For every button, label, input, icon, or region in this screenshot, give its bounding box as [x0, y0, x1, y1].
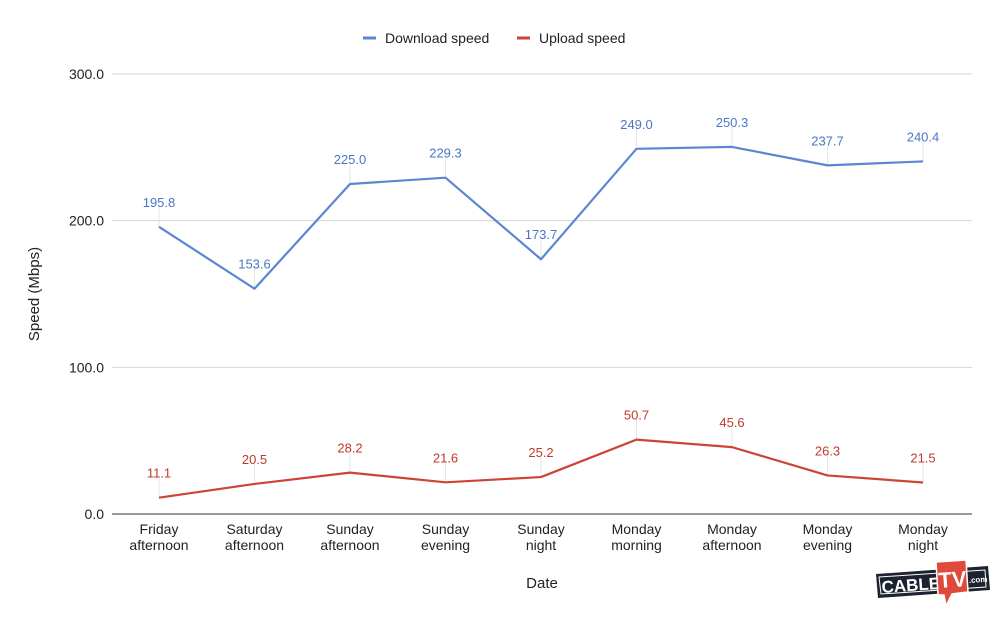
cabletv-logo: CABLE TV .com [876, 560, 990, 606]
x-tick-label: morning [611, 537, 662, 553]
x-tick-label: Monday [707, 521, 757, 537]
data-label: 21.6 [433, 450, 458, 465]
data-label: 21.5 [910, 450, 935, 465]
y-axis-title: Speed (Mbps) [26, 247, 43, 341]
data-label: 249.0 [620, 117, 653, 132]
x-tick-label: Monday [612, 521, 662, 537]
y-tick-label: 0.0 [85, 506, 105, 522]
y-tick-label: 300.0 [69, 66, 104, 82]
x-tick-label: Sunday [422, 521, 469, 537]
series-download-speed: 195.8 153.6 225.0 229.3 173.7 249.0 250.3 237.7… [143, 115, 940, 289]
x-tick-label: Monday [803, 521, 853, 537]
x-tick-label: Saturday [226, 521, 282, 537]
x-tick-label: afternoon [320, 537, 379, 553]
data-label: 28.2 [337, 441, 362, 456]
data-label: 11.1 [147, 466, 171, 481]
data-label: 195.8 [143, 195, 176, 210]
y-axis: 0.0 100.0 200.0 300.0 [69, 66, 104, 522]
data-label: 225.0 [334, 152, 367, 167]
data-label: 250.3 [716, 115, 749, 130]
data-label: 229.3 [429, 146, 462, 161]
x-axis: FridayafternoonSaturdayafternoonSundayaf… [129, 521, 947, 553]
series-line [159, 147, 923, 289]
data-label: 20.5 [242, 452, 267, 467]
x-tick-label: Monday [898, 521, 948, 537]
x-tick-label: Friday [140, 521, 179, 537]
x-axis-title: Date [526, 575, 558, 592]
x-tick-label: afternoon [129, 537, 188, 553]
series-upload-speed: 11.1 20.5 28.2 21.6 25.2 50.7 45.6 26.3 21.5 [147, 408, 936, 498]
svg-text:TV: TV [938, 566, 968, 593]
data-label: 45.6 [719, 415, 744, 430]
x-tick-label: evening [803, 537, 852, 553]
y-tick-label: 100.0 [69, 359, 104, 375]
x-tick-label: evening [421, 537, 470, 553]
data-label: 240.4 [907, 129, 940, 144]
x-tick-label: afternoon [225, 537, 284, 553]
svg-text:.com: .com [969, 575, 988, 585]
legend-label: Download speed [385, 30, 489, 46]
data-label: 153.6 [238, 257, 271, 272]
data-label: 26.3 [815, 443, 840, 458]
x-tick-label: Sunday [517, 521, 564, 537]
series-group: 195.8 153.6 225.0 229.3 173.7 249.0 250.3 237.7… [143, 115, 940, 498]
x-tick-label: Sunday [326, 521, 373, 537]
data-label: 237.7 [811, 133, 844, 148]
x-tick-label: night [526, 537, 556, 553]
legend-label: Upload speed [539, 30, 625, 46]
data-label: 50.7 [624, 408, 649, 423]
legend: Download speed Upload speed [363, 30, 625, 46]
x-tick-label: night [908, 537, 938, 553]
data-label: 173.7 [525, 227, 558, 242]
data-label: 25.2 [528, 445, 553, 460]
x-tick-label: afternoon [702, 537, 761, 553]
y-tick-label: 200.0 [69, 213, 104, 229]
